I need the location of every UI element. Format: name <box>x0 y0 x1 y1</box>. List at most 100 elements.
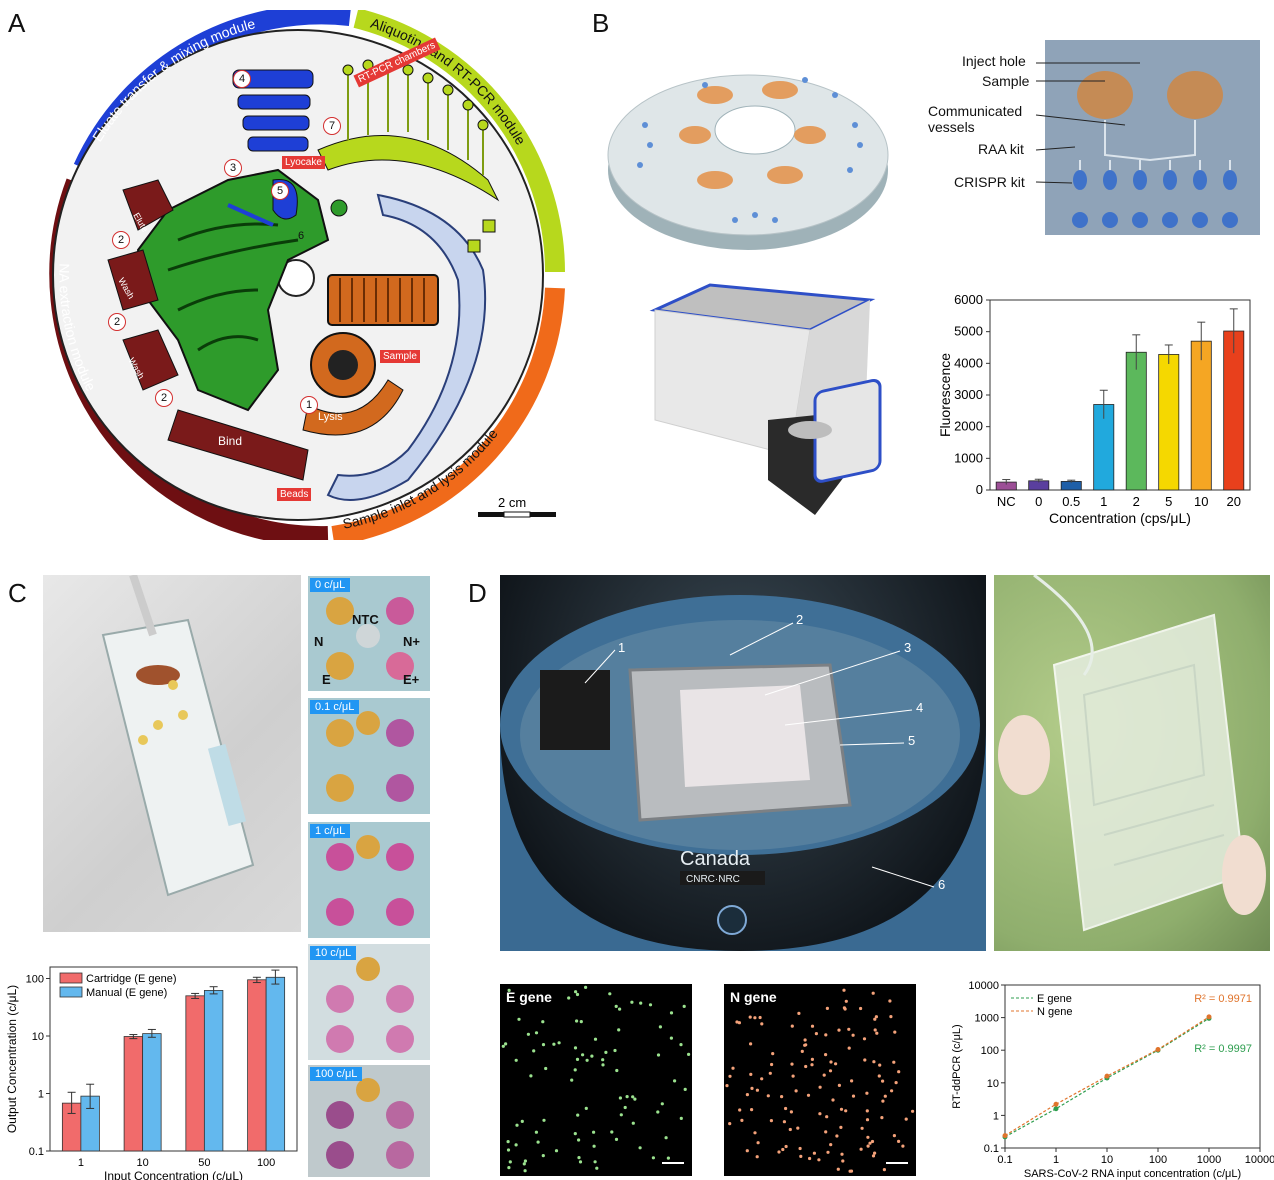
legend-swatch <box>59 972 83 984</box>
droplet <box>755 1155 759 1159</box>
legend-label: E gene <box>1037 993 1072 1005</box>
droplet <box>520 1119 524 1123</box>
step-number: 2 <box>108 313 126 331</box>
step-number: 2 <box>155 389 173 407</box>
droplet <box>881 1079 885 1083</box>
tag-sample: Sample <box>380 350 420 363</box>
ddpcr-instrument-photo: Canada CNRC·NRC 1 2 3 4 5 6 <box>500 575 986 951</box>
callout-4: 4 <box>916 700 924 715</box>
droplet <box>822 1073 826 1077</box>
y-tick-label: 100 <box>26 974 44 986</box>
data-point <box>1155 1047 1161 1053</box>
callout-6: 6 <box>938 877 946 892</box>
droplet <box>570 1078 574 1082</box>
droplet <box>536 1140 540 1144</box>
well-image-2: 1 c/μL <box>308 822 430 938</box>
droplet <box>578 1160 583 1164</box>
y-tick-label: 1 <box>993 1110 999 1122</box>
droplet <box>882 1168 886 1172</box>
droplet <box>837 1083 841 1087</box>
droplet <box>878 1063 882 1067</box>
x-axis-label: Input Concentration (c/μL) <box>104 1169 243 1180</box>
droplet <box>573 1132 577 1136</box>
droplet <box>683 1087 687 1091</box>
bar <box>1158 354 1180 491</box>
droplet <box>791 1074 795 1078</box>
plot-frame <box>1004 984 1261 1149</box>
bar <box>142 1033 162 1152</box>
droplet <box>585 1058 589 1062</box>
droplet <box>844 999 848 1003</box>
droplet <box>573 1046 578 1050</box>
label-lysis: Lysis <box>318 411 343 423</box>
droplet <box>866 1135 870 1139</box>
droplet <box>825 1006 829 1010</box>
droplet <box>829 1143 833 1147</box>
fluorescence-bar-chart: 0 1000 2000 3000 4000 5000 6000 NC 0 0.5 1 2 5 10 20 Co… <box>937 292 1251 526</box>
y-tick-label: 5000 <box>954 324 983 339</box>
x-tick-label: 100 <box>1149 1154 1167 1166</box>
droplet <box>584 985 588 989</box>
droplet <box>824 1053 828 1057</box>
droplet <box>847 1046 851 1050</box>
data-point <box>1002 1133 1008 1139</box>
droplet <box>656 1110 660 1114</box>
droplet <box>749 1042 753 1046</box>
droplet <box>769 1119 773 1123</box>
y-tick-label: 0.1 <box>984 1143 999 1155</box>
callout-2: 2 <box>796 612 804 627</box>
droplet <box>506 1148 511 1152</box>
callout-leaders <box>584 622 935 888</box>
callout-raa-kit: RAA kit <box>978 141 1024 157</box>
droplet <box>617 1028 621 1032</box>
concentration-tag: 1 c/μL <box>310 824 351 838</box>
droplet <box>871 1154 876 1158</box>
droplet <box>541 1020 545 1024</box>
droplet <box>534 1031 539 1035</box>
droplet <box>725 1084 729 1088</box>
y-tick-label: 10 <box>987 1078 999 1090</box>
droplet <box>824 1130 828 1134</box>
droplet <box>803 1038 807 1042</box>
droplet <box>625 1095 629 1099</box>
panel-letter-c: C <box>8 578 27 608</box>
chip-render <box>1045 40 1260 235</box>
droplet <box>844 1109 848 1113</box>
droplet <box>577 1156 581 1160</box>
step-number: 6 <box>297 230 305 242</box>
droplet <box>862 1037 867 1041</box>
droplet <box>897 1070 901 1074</box>
bar <box>1125 351 1147 491</box>
droplet <box>810 1024 815 1028</box>
scale-bar <box>478 511 556 518</box>
callout-5: 5 <box>908 733 916 748</box>
x-tick-label: NC <box>997 494 1016 509</box>
droplet <box>682 1004 686 1008</box>
droplet <box>784 1144 788 1149</box>
tag-lyocake: Lyocake <box>282 156 325 169</box>
droplet <box>658 1025 662 1029</box>
x-axis-label: Concentration (cps/μL) <box>1049 510 1191 526</box>
droplet <box>794 1089 798 1093</box>
droplet <box>656 1053 661 1057</box>
x-tick-label: 100 <box>257 1157 275 1169</box>
plot-frame <box>49 966 298 1152</box>
droplet <box>631 1095 635 1099</box>
droplet <box>790 1062 794 1066</box>
droplet <box>877 1074 881 1078</box>
droplet <box>847 1027 851 1031</box>
well-image-4: 100 c/μL <box>308 1065 430 1177</box>
y-tick-label: 1 <box>38 1089 44 1101</box>
y-tick-label: 10000 <box>968 980 999 992</box>
droplet <box>788 1127 792 1132</box>
callout-1: 1 <box>618 640 626 655</box>
droplet <box>804 1064 808 1069</box>
droplet <box>889 1015 893 1019</box>
droplet <box>618 1096 622 1100</box>
droplet <box>614 1137 619 1141</box>
callout-sample: Sample <box>982 73 1030 89</box>
droplet <box>800 1049 804 1053</box>
droplet <box>575 1057 580 1061</box>
droplet <box>750 1086 754 1090</box>
droplet <box>593 1037 598 1041</box>
